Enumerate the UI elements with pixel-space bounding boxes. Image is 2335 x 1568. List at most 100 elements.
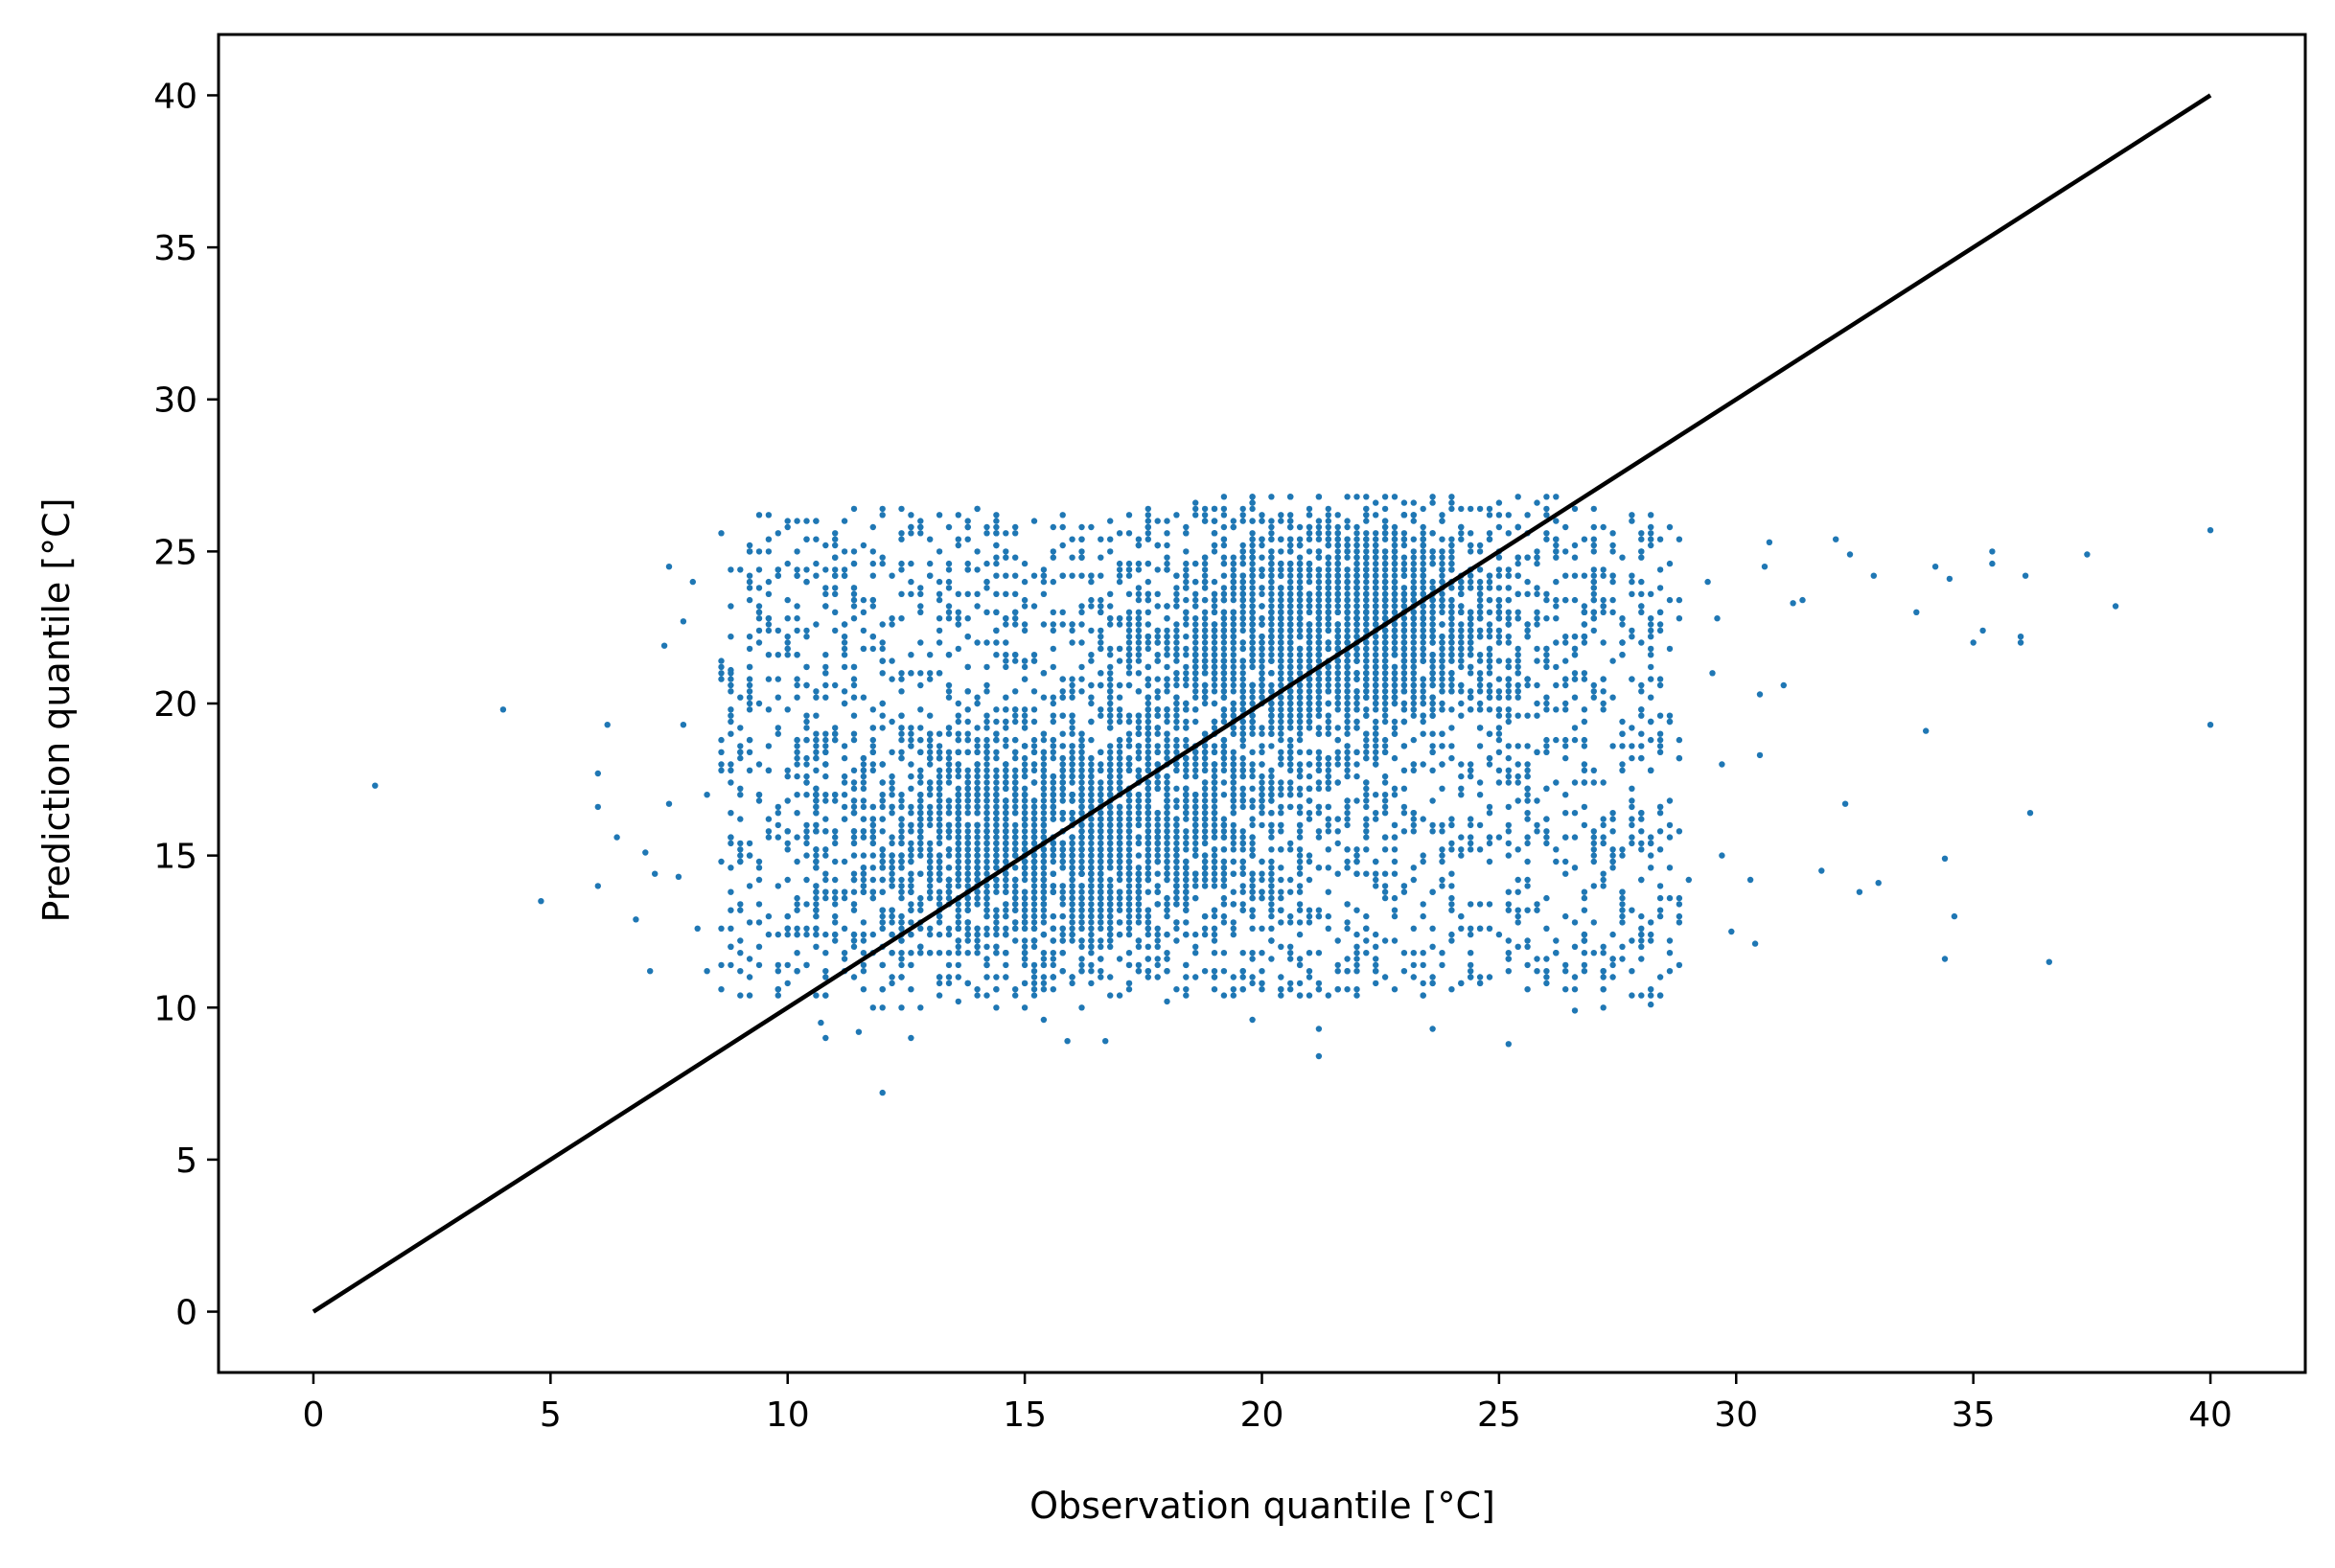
scatter-point [1003,772,1009,780]
scatter-point [1144,912,1152,920]
scatter-point [1003,840,1009,847]
scatter-point [1211,846,1218,853]
scatter-point [1468,834,1474,841]
scatter-point [841,925,848,932]
scatter-point [1619,639,1626,646]
scatter-point [737,792,744,798]
scatter-point [1638,609,1645,615]
scatter-point [1135,536,1143,542]
scatter-point [1088,572,1095,579]
scatter-point [898,956,905,962]
scatter-point [869,767,876,773]
scatter-point [1325,888,1332,895]
scatter-point [974,767,981,773]
scatter-point [803,718,810,726]
scatter-point [1021,907,1029,913]
scatter-point [1003,554,1009,561]
scatter-point [813,730,820,737]
scatter-point [1391,834,1399,841]
scatter-point [1600,968,1607,975]
scatter-point [1306,761,1313,768]
scatter-point [898,803,905,811]
scatter-point [1192,767,1199,773]
scatter-point [1353,870,1360,877]
scatter-point [945,585,953,591]
scatter-point [964,834,971,841]
scatter-point [832,566,839,573]
scatter-point [1125,572,1133,579]
scatter-point [879,792,886,798]
scatter-point [860,803,867,811]
scatter-point [1183,578,1190,586]
scatter-point [1144,743,1152,749]
scatter-point [1259,876,1265,884]
scatter-point [1088,883,1095,889]
scatter-point [1476,700,1484,707]
scatter-point [1030,974,1038,980]
scatter-point [774,676,781,682]
scatter-point [813,894,820,902]
scatter-point [1648,718,1654,726]
scatter-point [1135,560,1143,567]
scatter-point [1268,828,1275,835]
scatter-point [1088,779,1095,786]
scatter-point [1268,876,1275,884]
scatter-point [784,931,791,938]
scatter-point [803,725,810,731]
scatter-point [964,803,971,811]
scatter-point [813,688,820,695]
scatter-point [1391,821,1399,829]
scatter-point [1173,590,1180,597]
scatter-point [1325,912,1332,920]
scatter-point [927,712,934,719]
scatter-point [860,931,867,938]
scatter-point [1268,730,1275,737]
scatter-point [1989,560,1996,567]
scatter-point [1325,803,1332,811]
scatter-point [1666,821,1674,829]
scatter-point [879,852,886,859]
scatter-point [1676,912,1683,920]
scatter-point [1448,743,1455,749]
scatter-point [1571,974,1579,980]
scatter-point [1125,810,1133,817]
scatter-point [1553,578,1560,586]
scatter-point [841,816,848,822]
scatter-point [917,590,924,597]
scatter-point [1211,803,1218,811]
scatter-point [860,767,867,773]
scatter-point [1410,663,1418,671]
scatter-point [927,858,934,865]
scatter-point [1648,992,1654,999]
scatter-point [1259,810,1265,817]
scatter-point [1373,816,1379,822]
scatter-point [1524,634,1531,640]
scatter-point [1495,749,1503,755]
scatter-point [1571,865,1579,871]
scatter-point [832,681,839,689]
scatter-point [1116,645,1123,653]
scatter-point [774,803,781,811]
scatter-point [945,652,953,658]
scatter-point [1609,548,1616,555]
scatter-point [746,700,753,707]
scatter-point [898,725,905,731]
scatter-point [983,754,990,762]
scatter-point [1116,870,1123,877]
scatter-point [1116,876,1123,884]
scatter-point [794,572,800,579]
scatter-point [1666,645,1674,653]
scatter-point [1373,743,1379,749]
scatter-point [832,912,839,920]
scatter-point [822,652,829,658]
scatter-point [1666,865,1674,871]
scatter-point [1107,821,1114,829]
scatter-point [1600,700,1607,707]
scatter-point [1562,596,1569,604]
scatter-point [1012,572,1019,579]
scatter-point [1249,1016,1256,1024]
scatter-point [1306,852,1313,859]
scatter-point [1192,821,1199,829]
scatter-point [1278,888,1284,895]
scatter-point [1609,956,1616,962]
